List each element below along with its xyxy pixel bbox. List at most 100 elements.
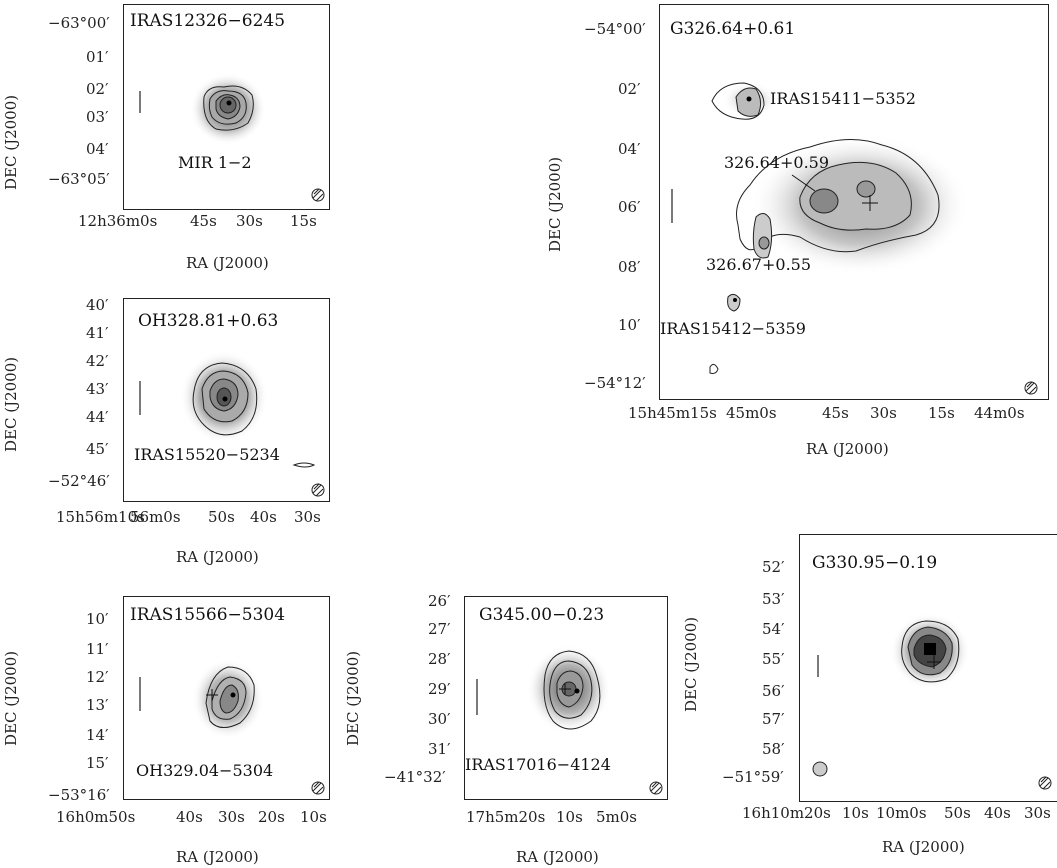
dec-tick: 12′ [86,668,109,686]
dec-tick: 43′ [86,380,109,398]
contour-map-g345 [476,645,663,795]
dec-tick: 30′ [428,710,451,728]
ra-tick: 56m0s [130,508,181,526]
ra-tick: 10s [842,804,869,822]
ra-tick: 40s [984,804,1011,822]
panel-title-iras12326: IRAS12326−6245 [130,11,286,31]
dec-tick: −52°46′ [48,472,110,490]
ra-tick: 45s [822,404,849,422]
dec-tick: 10′ [86,610,109,628]
map-frame-oh328: OH328.81+0.63 IRAS15520−5234 [123,298,330,502]
dec-tick: 03′ [86,108,109,126]
contour-map-oh328 [139,351,325,497]
map-frame-g326: G326.64+0.61 IRAS15411−5352 326.64+0.59 … [659,4,1049,400]
dec-tick: 11′ [86,640,109,658]
ra-tick: 15h56m10s [56,508,145,526]
dec-tick: 54′ [762,620,785,638]
dec-tick: 04′ [86,140,109,158]
ra-tick: 10s [300,808,327,826]
dec-tick: 45′ [86,440,109,458]
dec-tick: 26′ [428,592,451,610]
dec-tick: 02′ [86,80,109,98]
dec-tick: 14′ [86,726,109,744]
dec-tick: 04′ [618,140,641,158]
dec-tick: 01′ [86,48,109,66]
ra-axis-label: RA (J2000) [176,848,259,866]
dec-tick: 08′ [618,258,641,276]
source-label-iras15411: IRAS15411−5352 [770,89,916,108]
source-label-mir12: MIR 1−2 [178,153,252,172]
dec-tick: −41°32′ [384,768,446,786]
ra-tick: 45m0s [726,404,777,422]
ra-tick: 30s [236,212,263,230]
dec-tick: 52′ [762,558,785,576]
dec-tick: −63°05′ [48,170,110,188]
dec-tick: 58′ [762,740,785,758]
source-label-iras15412: IRAS15412−5359 [660,319,806,338]
contour-map-iras12326 [139,73,325,202]
dec-axis-label: DEC (J2000) [2,356,20,452]
contour-map-g326 [671,82,1038,395]
map-frame-g345: G345.00−0.23 IRAS17016−4124 [464,596,668,800]
source-label-iras17016: IRAS17016−4124 [465,755,611,774]
ra-axis-label: RA (J2000) [806,440,889,458]
ra-tick: 44m0s [974,404,1025,422]
dec-tick: 41′ [86,324,109,342]
dec-tick: 56′ [762,682,785,700]
dec-axis-label: DEC (J2000) [2,650,20,746]
source-label-32664: 326.64+0.59 [724,153,830,172]
dec-tick: −54°00′ [584,20,646,38]
ra-tick: 30s [1024,804,1051,822]
dec-tick: 53′ [762,590,785,608]
contour-map-g330 [812,613,1052,790]
dec-tick: 42′ [86,352,109,370]
ra-tick: 40s [250,508,277,526]
dec-tick: 44′ [86,408,109,426]
dec-tick: 31′ [428,740,451,758]
ra-axis-label: RA (J2000) [516,848,599,866]
dec-tick: −54°12′ [584,374,646,392]
ra-axis-label: RA (J2000) [186,254,269,272]
dec-tick: −51°59′ [722,768,784,786]
panel-title-g326: G326.64+0.61 [670,19,796,39]
ra-tick: 50s [208,508,235,526]
dec-tick: −53°16′ [48,786,110,804]
ra-tick: 40s [176,808,203,826]
ra-axis-label: RA (J2000) [176,548,259,566]
ra-tick: 15s [928,404,955,422]
map-frame-iras12326: IRAS12326−6245 MIR 1−2 [123,4,330,210]
dec-tick: 15′ [86,754,109,772]
ra-tick: 16h0m50s [56,808,136,826]
dec-tick: 10′ [618,316,641,334]
panel-title-g345: G345.00−0.23 [479,605,605,625]
ra-tick: 16h10m20s [742,804,831,822]
panel-title-g330: G330.95−0.19 [812,553,938,573]
dec-tick: 40′ [86,296,109,314]
ra-tick: 20s [258,808,285,826]
source-label-32667: 326.67+0.55 [706,255,812,274]
ra-tick: 15h45m15s [628,404,717,422]
dec-axis-label: DEC (J2000) [546,156,564,252]
dec-tick: −63°00′ [48,14,110,32]
source-label-iras15520: IRAS15520−5234 [134,445,280,464]
ra-axis-label: RA (J2000) [882,838,965,856]
dec-tick: 06′ [618,198,641,216]
dec-tick: 02′ [618,80,641,98]
dec-axis-label: DEC (J2000) [682,616,700,712]
dec-tick: 29′ [428,680,451,698]
ra-tick: 5m0s [596,808,638,826]
dec-tick: 28′ [428,650,451,668]
map-frame-g330: G330.95−0.19 [799,534,1057,802]
ra-tick: 30s [870,404,897,422]
dec-tick: 27′ [428,620,451,638]
dec-axis-label: DEC (J2000) [344,650,362,746]
ra-tick: 10m0s [876,804,927,822]
ra-tick: 45s [190,212,217,230]
ra-tick: 30s [218,808,245,826]
source-label-oh329: OH329.04−5304 [136,761,274,780]
ra-tick: 12h36m0s [78,212,158,230]
panel-title-iras15566: IRAS15566−5304 [130,605,286,625]
dec-tick: 13′ [86,696,109,714]
dec-axis-label: DEC (J2000) [2,94,20,190]
contour-map-iras15566 [139,659,325,795]
